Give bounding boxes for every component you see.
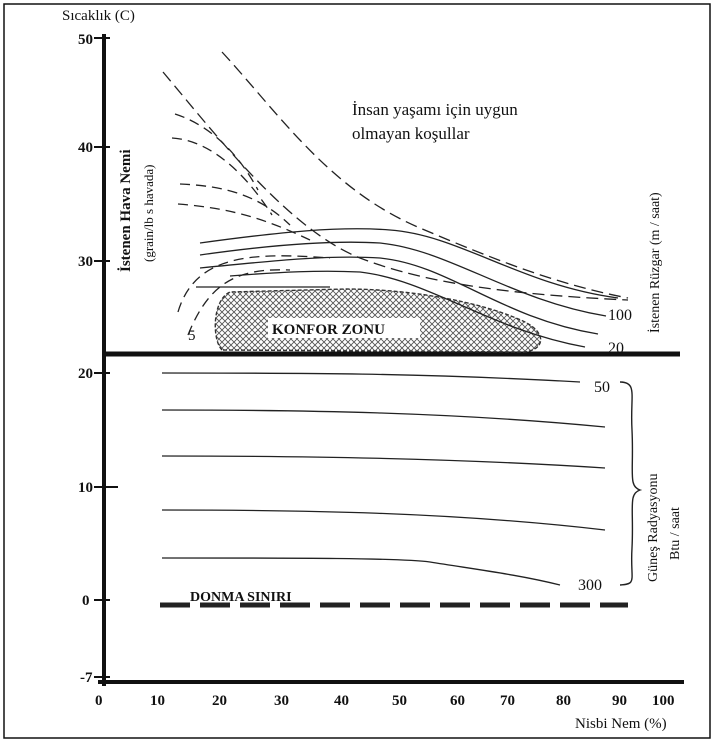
y-tick-20: 20 (78, 366, 93, 382)
y-axis-title: Sıcaklık (C) (62, 8, 135, 24)
wind-value-20: 20 (608, 340, 624, 357)
x-axis-title: Nisbi Nem (%) (575, 716, 667, 732)
y-tick-40: 40 (78, 140, 93, 156)
x-tick-30: 30 (274, 693, 289, 709)
freezing-label: DONMA SINIRI (190, 590, 292, 605)
x-tick-40: 40 (334, 693, 349, 709)
x-tick-labels: 0 10 20 30 40 50 60 70 80 90 100 (95, 693, 675, 709)
humidity-value-5: 5 (188, 328, 196, 344)
solar-curves (161, 372, 606, 586)
required-humidity-unit: (grain/lb s havada) (141, 165, 156, 262)
x-tick-70: 70 (500, 693, 515, 709)
wind-value-100: 100 (608, 307, 632, 324)
unsuitable-label-line2: olmayan koşullar (352, 124, 470, 143)
x-tick-20: 20 (212, 693, 227, 709)
x-tick-0: 0 (95, 693, 103, 709)
x-tick-60: 60 (450, 693, 465, 709)
y-tick-marks (94, 37, 118, 678)
required-humidity-label: İstenen Hava Nemi (117, 150, 134, 273)
required-wind-label: İstenen Rüzgar (m / saat) (647, 192, 663, 333)
y-tick-minus7: -7 (80, 670, 93, 686)
comfort-zone-label-bg (268, 318, 420, 338)
y-tick-10: 10 (78, 480, 93, 496)
x-tick-10: 10 (150, 693, 165, 709)
humidity-curves (171, 113, 331, 336)
x-tick-50: 50 (392, 693, 407, 709)
y-tick-0: 0 (82, 593, 90, 609)
solar-value-50: 50 (594, 379, 610, 396)
solar-radiation-label: Güneş Radyasyonu (646, 474, 661, 583)
wind-curves (196, 228, 619, 348)
comfort-zone-label: KONFOR ZONU (272, 322, 385, 338)
y-tick-50: 50 (78, 32, 93, 48)
y-tick-30: 30 (78, 254, 93, 270)
x-tick-90: 90 (612, 693, 627, 709)
solar-value-300: 300 (578, 577, 602, 594)
x-tick-100: 100 (652, 693, 675, 709)
solar-radiation-unit: Btu / saat (668, 507, 683, 560)
x-tick-80: 80 (556, 693, 571, 709)
solar-bracket (619, 381, 643, 586)
outer-border (3, 3, 711, 739)
unsuitable-boundary (162, 51, 629, 301)
unsuitable-label-line1: İnsan yaşamı için uygun (352, 100, 518, 119)
